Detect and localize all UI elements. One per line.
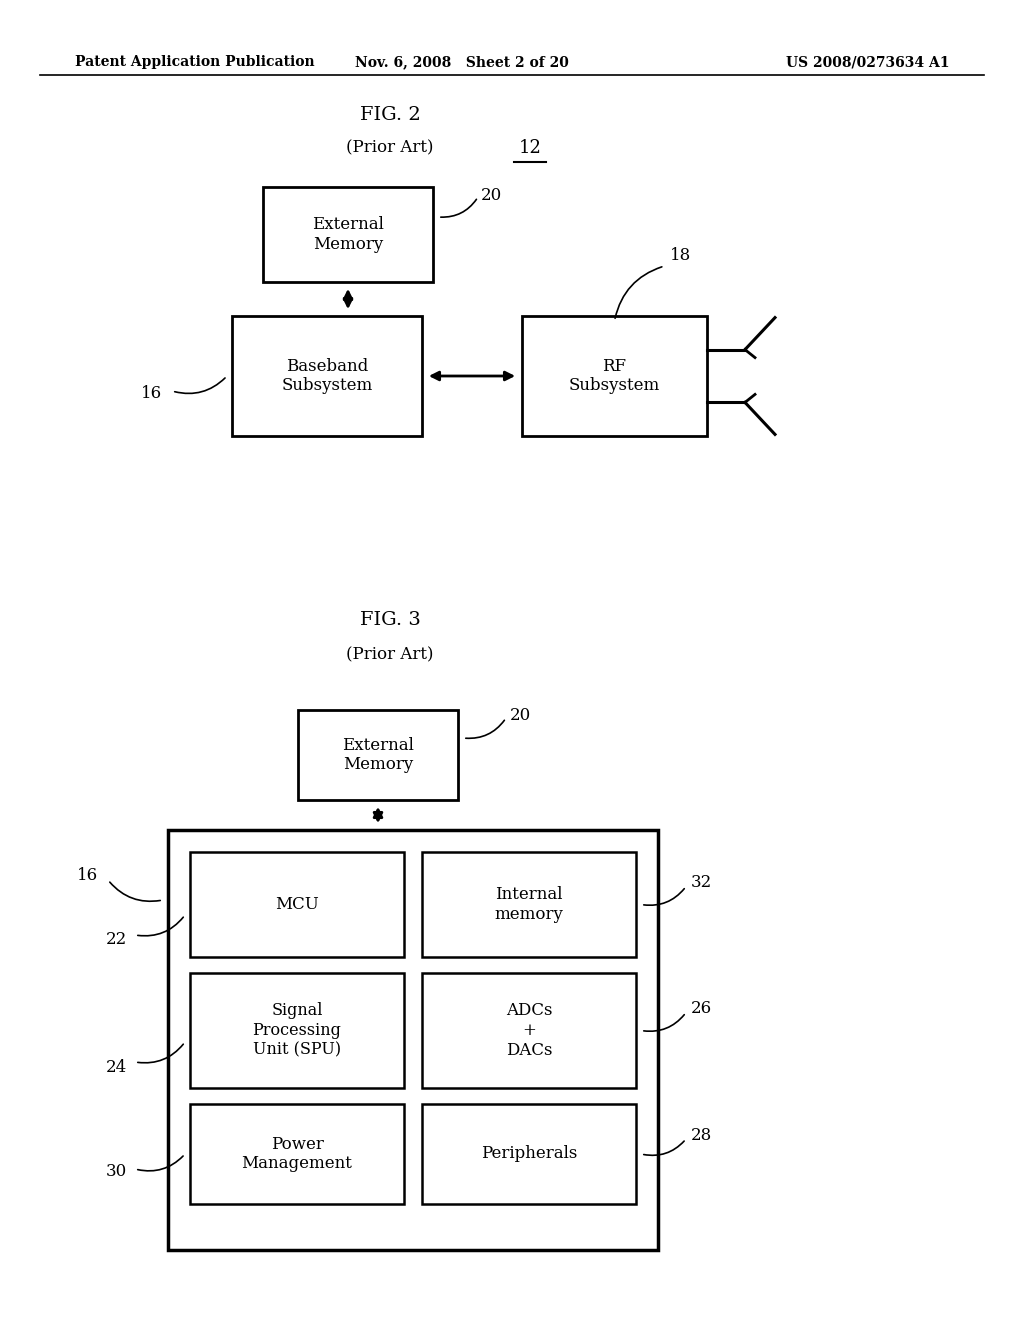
Bar [422, 851, 636, 957]
Bar [190, 1104, 404, 1204]
Text: Nov. 6, 2008   Sheet 2 of 20: Nov. 6, 2008 Sheet 2 of 20 [355, 55, 569, 69]
Text: Baseband
Subsystem: Baseband Subsystem [282, 358, 373, 395]
Text: 32: 32 [691, 874, 713, 891]
Text: 28: 28 [691, 1127, 713, 1144]
Bar [168, 830, 658, 1250]
Text: FIG. 3: FIG. 3 [359, 611, 421, 630]
Text: RF
Subsystem: RF Subsystem [569, 358, 660, 395]
Bar [422, 973, 636, 1088]
Text: 18: 18 [670, 248, 691, 264]
Text: ADCs
+
DACs: ADCs + DACs [506, 1002, 552, 1059]
Text: Peripherals: Peripherals [481, 1146, 578, 1163]
Text: 22: 22 [105, 932, 127, 949]
Text: Signal
Processing
Unit (SPU): Signal Processing Unit (SPU) [253, 1002, 341, 1059]
Text: 26: 26 [691, 1001, 712, 1016]
Text: (Prior Art): (Prior Art) [346, 647, 434, 664]
Text: 12: 12 [518, 139, 542, 157]
Bar [522, 315, 707, 436]
Bar [190, 973, 404, 1088]
Text: 24: 24 [105, 1059, 127, 1076]
Text: External
Memory: External Memory [312, 216, 384, 253]
Text: (Prior Art): (Prior Art) [346, 140, 434, 157]
Text: 16: 16 [141, 385, 162, 403]
Bar [232, 315, 422, 436]
Text: 16: 16 [77, 866, 98, 883]
Text: US 2008/0273634 A1: US 2008/0273634 A1 [786, 55, 950, 69]
Text: FIG. 2: FIG. 2 [359, 106, 421, 124]
Text: Internal
memory: Internal memory [495, 886, 563, 923]
Text: Patent Application Publication: Patent Application Publication [75, 55, 314, 69]
Bar [190, 851, 404, 957]
Bar [422, 1104, 636, 1204]
Text: 30: 30 [105, 1163, 127, 1180]
Bar [263, 187, 433, 282]
Text: 20: 20 [510, 706, 531, 723]
Text: 20: 20 [481, 186, 502, 203]
Text: External
Memory: External Memory [342, 737, 414, 774]
Text: Power
Management: Power Management [242, 1135, 352, 1172]
Text: MCU: MCU [275, 896, 318, 913]
Bar [298, 710, 458, 800]
